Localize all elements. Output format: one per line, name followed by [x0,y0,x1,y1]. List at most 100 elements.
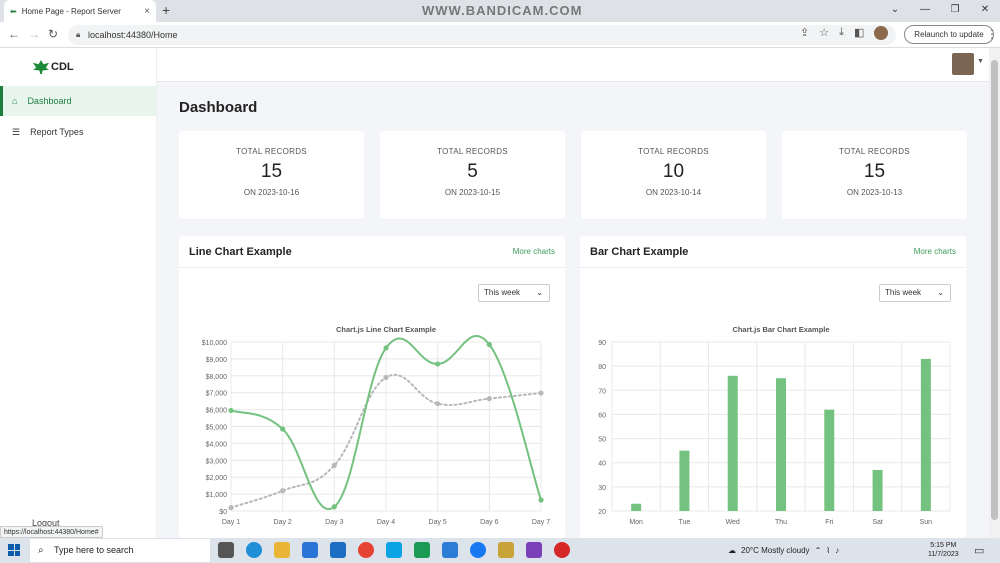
app-icon[interactable] [498,542,514,558]
new-tab-button[interactable]: + [162,2,171,18]
y-tick-label: $0 [219,509,227,516]
weather-icon[interactable]: ☁ [728,546,736,555]
edge-icon[interactable] [246,542,262,558]
back-icon[interactable]: ← [8,27,20,41]
sidebar: CDL ⌂ Dashboard ☰ Report Types Logout [0,48,157,538]
mail-icon[interactable] [330,542,346,558]
y-tick-label: 50 [598,437,606,444]
series-point [331,504,337,510]
file-explorer-icon[interactable] [274,542,290,558]
reload-icon[interactable]: ↻ [48,27,59,41]
excel-icon[interactable] [414,542,430,558]
clock-date: 11/7/2023 [928,551,959,558]
sidebar-item-label: Report Types [30,127,84,137]
tab-search-icon[interactable]: ⌄ [890,4,900,15]
main-content: ▼ Dashboard TOTAL RECORDS 15 ON 2023-10-… [157,48,989,538]
visual-studio-icon[interactable] [526,542,542,558]
stat-card-label: TOTAL RECORDS [437,147,508,156]
restore-icon[interactable]: ❐ [950,4,960,15]
taskbar-apps [218,542,570,558]
y-tick-label: $8,000 [206,374,228,381]
chrome-icon[interactable] [358,542,374,558]
x-tick-label: Wed [726,519,740,526]
stat-card: TOTAL RECORDS 5 ON 2023-10-15 [380,131,565,219]
notifications-icon[interactable]: ▭ [974,545,985,557]
side-panel-icon[interactable]: ◧ [853,27,865,39]
sidebar-item-dashboard[interactable]: ⌂ Dashboard [0,86,157,116]
close-window-icon[interactable]: ✕ [980,4,990,15]
browser-tab[interactable]: ⬅ Home Page - Report Server × [4,0,156,22]
y-tick-label: 80 [598,364,606,371]
taskbar-search-input[interactable]: ⌕ Type here to search [30,539,210,562]
bookmark-star-icon[interactable]: ☆ [819,27,830,39]
bandicam-icon[interactable] [554,542,570,558]
page-scrollbar[interactable] [989,48,1000,538]
task-view-icon[interactable] [218,542,234,558]
url-input[interactable]: 🔒︎ localhost:44380/Home [68,25,896,45]
y-tick-label: $10,000 [202,340,227,347]
bar-chart-panel: Bar Chart Example More charts This week … [580,236,966,538]
period-select-value: This week [484,288,521,297]
download-icon[interactable]: ⤓ [839,26,844,38]
stat-card-value: 15 [863,161,886,182]
vscode-icon[interactable] [442,542,458,558]
facebook-icon[interactable] [470,542,486,558]
y-tick-label: 90 [598,340,606,347]
period-select[interactable]: This week ⌄ [478,284,550,302]
y-tick-label: $3,000 [206,458,228,465]
volume-icon[interactable]: ♪ [835,546,840,555]
period-select[interactable]: This week ⌄ [879,284,951,302]
panel-title: Bar Chart Example [590,245,689,258]
y-tick-label: $1,000 [206,492,228,499]
taskbar-search-placeholder: Type here to search [54,545,134,555]
user-avatar[interactable] [952,53,974,75]
series-point [280,426,286,432]
taskbar-clock[interactable]: 5:15 PM 11/7/2023 [928,541,959,559]
panel-header: Bar Chart Example More charts [580,236,966,268]
stat-card-value: 15 [260,161,283,182]
app-logo[interactable]: CDL [33,60,74,74]
skype-icon[interactable] [386,542,402,558]
browser-menu-icon[interactable]: ⋮ [986,27,998,41]
tab-title: Home Page - Report Server [21,6,121,16]
tray-chevron-icon[interactable]: ⌃ [814,546,822,555]
stat-card-date: ON 2023-10-14 [645,188,702,197]
bar [920,358,931,511]
tab-close-icon[interactable]: × [144,5,150,17]
series-point [435,361,441,367]
logout-link[interactable]: Logout [32,518,60,528]
store-icon[interactable] [302,542,318,558]
dotted-series-point [280,488,286,494]
x-tick-label: Mon [629,519,643,526]
series-point [538,497,544,503]
network-icon[interactable]: ⌇ [826,546,831,555]
minimize-icon[interactable]: — [920,4,930,15]
clock-time: 5:15 PM [930,542,957,549]
y-tick-label: 70 [598,388,606,395]
browser-tab-bar: ⬅ Home Page - Report Server × + WWW.BAND… [0,0,1000,22]
sidebar-item-report-types[interactable]: ☰ Report Types [0,117,157,147]
x-tick-label: Day 4 [377,519,395,526]
browser-profile-avatar[interactable] [874,26,889,40]
weather-text[interactable]: 20°C Mostly cloudy [741,546,810,555]
share-icon[interactable]: ⇪ [800,27,810,39]
chart-title: Chart.js Bar Chart Example [732,325,829,334]
y-tick-label: 60 [598,412,606,419]
forward-icon[interactable]: → [28,27,40,41]
more-charts-link[interactable]: More charts [512,247,555,256]
top-navbar: ▼ [157,48,989,82]
scrollbar-thumb[interactable] [991,60,998,520]
chevron-down-icon[interactable]: ▼ [977,58,984,65]
dotted-series-point [228,505,234,511]
bar [727,375,738,511]
maple-leaf-icon [33,60,49,74]
window-controls: ⌄ — ❐ ✕ [880,0,1000,20]
y-tick-label: $7,000 [206,391,228,398]
taskbar: ⌕ Type here to search ☁ 20°C Mostly clou… [0,538,1000,563]
windows-start-icon[interactable] [8,544,20,556]
relaunch-button[interactable]: Relaunch to update [904,25,994,44]
address-bar: ← → ↻ 🔒︎ localhost:44380/Home ⇪ ☆ ⤓ ◧ Re… [0,22,1000,48]
url-text: localhost:44380/Home [88,30,178,40]
system-tray: ☁ 20°C Mostly cloudy ⌃ ⌇ ♪ [728,538,839,563]
more-charts-link[interactable]: More charts [913,247,956,256]
